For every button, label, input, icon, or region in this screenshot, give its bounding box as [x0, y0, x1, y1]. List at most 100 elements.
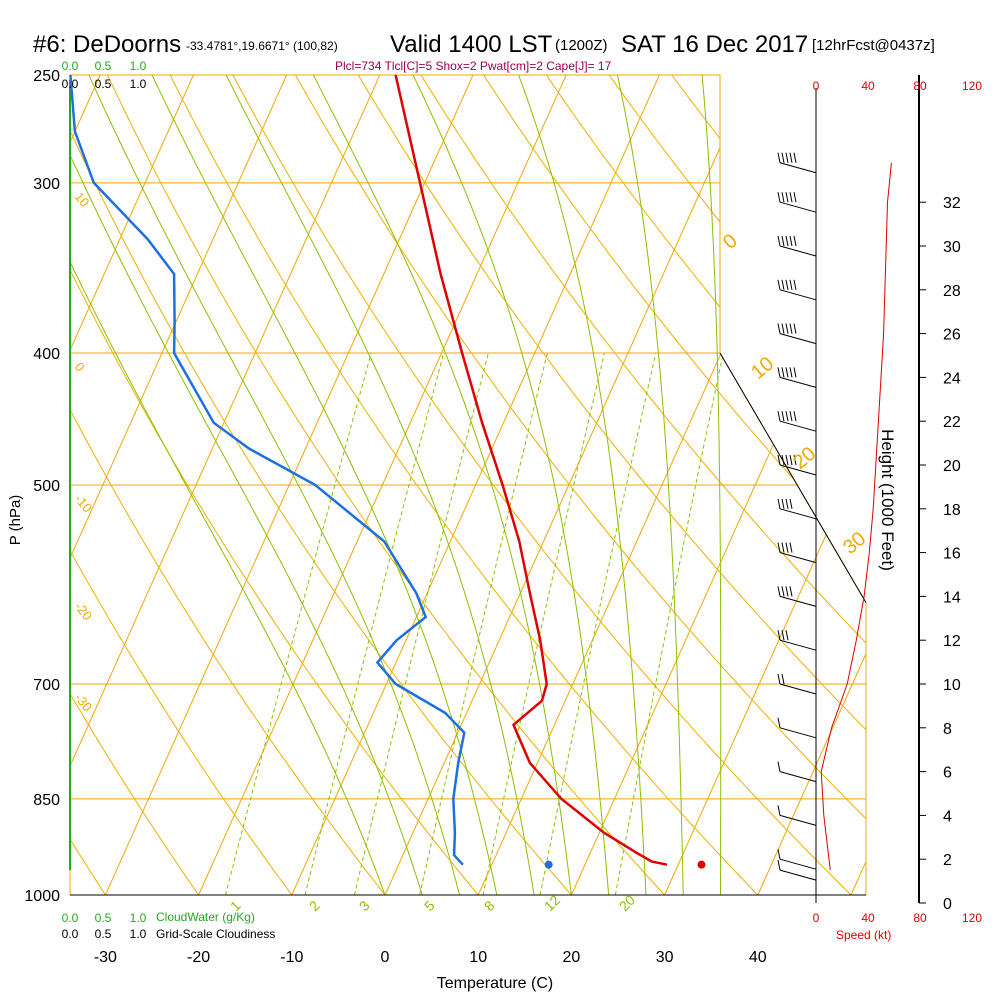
wind-barb-flag [781, 411, 785, 422]
temperature-tick-label: 30 [656, 949, 674, 966]
dry-adiabat-line [70, 75, 220, 895]
height-tick-label: 0 [943, 896, 952, 913]
height-tick-label: 16 [943, 546, 961, 563]
surface-dewpoint-marker [544, 860, 553, 869]
wind-barb [777, 717, 817, 739]
cloud-water-tick-bottom: 0.0 [62, 911, 79, 925]
speed-tick-top: 40 [861, 79, 875, 93]
wind-barb-flag [781, 673, 785, 685]
wind-barb-flag [777, 367, 781, 378]
speed-tick-top: 80 [913, 79, 927, 93]
temperature-line [394, 74, 668, 866]
mixing-ratio-label: 5 [421, 897, 438, 914]
cloud-water-tick-top: 1.0 [130, 59, 147, 73]
pressure-tick-label: 1000 [24, 888, 60, 905]
wind-barb [777, 860, 817, 881]
temperature-tick-label: 40 [749, 949, 767, 966]
temperature-tick-label: 20 [563, 949, 581, 966]
wind-barb [777, 152, 817, 174]
cloud-water-tick-top: 0.0 [62, 59, 79, 73]
moist-adiabat-line [91, 75, 498, 895]
wind-barb-flag [789, 411, 793, 422]
wind-barb-staff [779, 245, 817, 257]
wind-barb-staff [779, 333, 817, 345]
pressure-tick-label: 300 [33, 176, 60, 193]
dry-adiabat-line [0, 0, 30, 924]
wind-barb-flag [777, 498, 781, 509]
isotherm-line [291, 75, 720, 895]
wind-barb [777, 673, 817, 695]
wind-barb-staff [779, 289, 817, 301]
wind-barb-flag [781, 454, 785, 466]
dry-adiabat-line [363, 75, 866, 895]
wind-barb-flag [789, 586, 793, 597]
height-tick-label: 28 [943, 283, 961, 300]
wind-barb-flag [785, 542, 789, 553]
wind-barb-flag [777, 860, 781, 871]
wind-barb-staff [779, 727, 817, 739]
height-tick-label: 30 [943, 239, 961, 256]
dry-adiabat-line [70, 75, 125, 895]
valid-date: SAT 16 Dec 2017 [621, 31, 808, 58]
cloudiness-tick-top: 0.0 [62, 77, 79, 91]
utc-time: (1200Z) [555, 37, 608, 54]
wind-barb [777, 805, 817, 826]
wind-barb-flag [781, 279, 785, 290]
cloudiness-tick-bottom: 1.0 [130, 927, 147, 941]
temperature-tick-label: 10 [469, 949, 487, 966]
isotherm-line [664, 75, 866, 895]
adiabat-label-left: -10 [72, 491, 96, 515]
temperature-tick-label: -10 [280, 949, 303, 966]
height-tick-label: 4 [943, 808, 952, 825]
wind-barb-flag [777, 542, 781, 553]
isotherm-line [477, 75, 866, 895]
wind-barb [777, 323, 817, 345]
wind-barb-flag [777, 323, 781, 334]
cloudiness-tick-top: 0.5 [95, 77, 112, 91]
x-axis-title: Temperature (C) [437, 975, 553, 992]
isotherm-line [757, 75, 866, 895]
wind-barb-flag [785, 411, 789, 422]
wind-barb-flag [785, 152, 789, 163]
isotherm-line [850, 75, 866, 895]
wind-barb-staff [779, 464, 817, 476]
wind-barb-flag [789, 152, 793, 163]
temperature-tick-label: -20 [187, 949, 210, 966]
isotherm-line [384, 75, 813, 895]
cloudiness-title: Grid-Scale Cloudiness [156, 927, 275, 941]
speed-tick-top: 120 [962, 79, 982, 93]
wind-barb-flag [793, 152, 797, 163]
adiabat-label-right: 10 [747, 353, 778, 384]
wind-barb [777, 586, 817, 607]
wind-barb-flag [781, 152, 785, 163]
forecast-label: [12hrFcst@0437z] [812, 37, 935, 54]
mixing-ratio-line [224, 352, 372, 895]
wind-barb [777, 411, 817, 432]
dry-adiabat-line [92, 75, 866, 895]
wind-barb-staff [779, 420, 817, 432]
cloudiness-tick-bottom: 0.0 [62, 927, 79, 941]
isotherm-line [70, 75, 347, 895]
wind-barb-flag [785, 323, 789, 334]
height-tick-label: 2 [943, 852, 952, 869]
moist-adiabat-line [246, 75, 572, 895]
wind-barb-flag [777, 717, 781, 728]
mixing-ratio-line [419, 352, 548, 895]
dry-adiabat-line [200, 75, 866, 895]
y-axis-title: P (hPa) [7, 495, 24, 546]
wind-barb-flag [793, 192, 797, 203]
dewpoint-line [69, 74, 466, 866]
wind-barb-flag [781, 323, 785, 334]
wind-barb [777, 279, 817, 301]
wind-barb-flag [793, 367, 797, 378]
wind-barb-flag [777, 279, 781, 290]
wind-barb [777, 498, 817, 520]
wind-barb-flag [785, 279, 789, 290]
height-axis-title: Height (1000 Feet) [878, 429, 897, 571]
wind-barb-flag [789, 542, 793, 553]
dry-adiabat-line [70, 75, 787, 895]
wind-barb-staff [779, 683, 817, 695]
wind-barb-flag [777, 235, 781, 247]
wind-barb [777, 454, 817, 476]
